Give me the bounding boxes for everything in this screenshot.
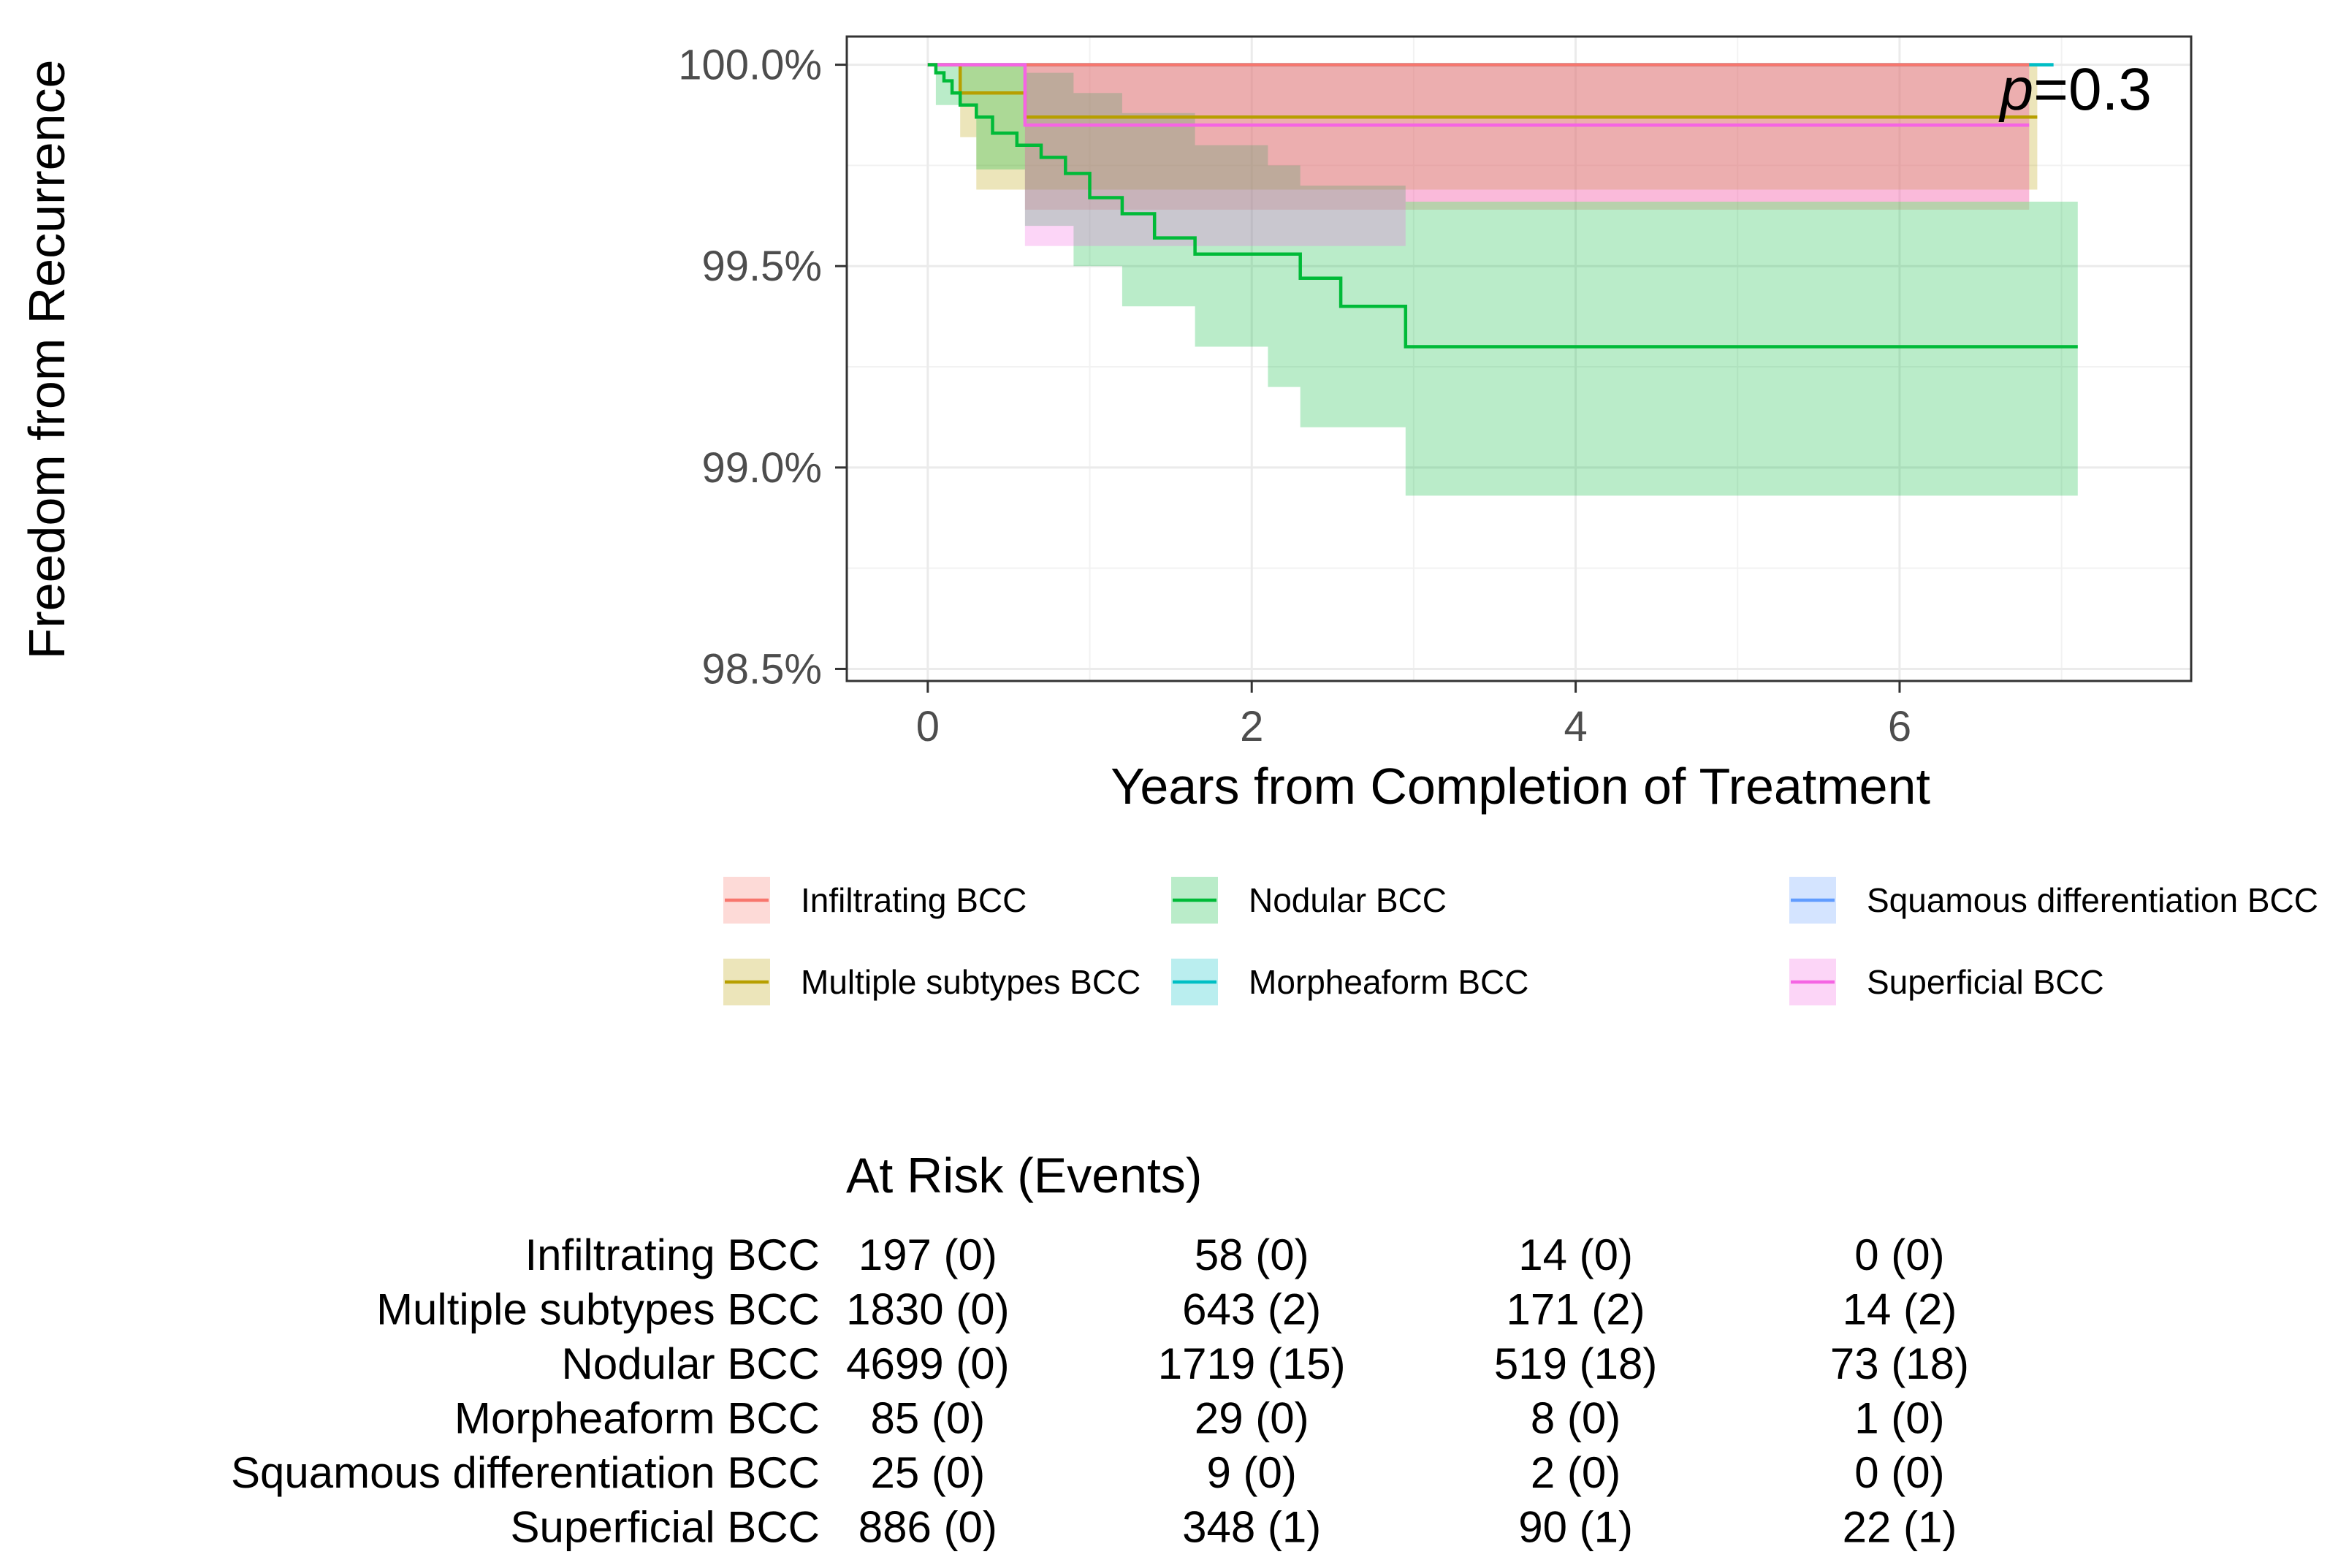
plot-border <box>845 35 2193 682</box>
legend-label-5: Superficial BCC <box>1867 963 2104 1001</box>
x-axis: 0 2 4 6 <box>916 681 1911 750</box>
ci-band-1 <box>960 64 2038 190</box>
risk-table: At Risk (Events) Infiltrating BCC 197 (0)… <box>231 1148 1969 1552</box>
legend-label-4: Squamous differentiation BCC <box>1867 881 2318 919</box>
survival-curve-5 <box>927 63 2030 127</box>
survival-curves <box>927 63 2078 349</box>
legend: Infiltrating BCC Multiple subtypes BCC Nod… <box>723 877 2318 1005</box>
risk-cell: 0 (0) <box>1854 1448 1944 1497</box>
risk-cell: 73 (18) <box>1830 1339 1969 1388</box>
risk-cell: 643 (2) <box>1182 1285 1321 1334</box>
risk-row-label: Multiple subtypes BCC <box>376 1285 820 1334</box>
legend-item-3: Morpheaform BCC <box>1171 959 1528 1005</box>
risk-row-1: Multiple subtypes BCC 1830 (0) 643 (2) 171 … <box>376 1285 1957 1334</box>
p-value-annotation: p=0.3 <box>1998 56 2152 123</box>
legend-label-3: Morpheaform BCC <box>1249 963 1528 1001</box>
ci-band-2 <box>935 64 2078 496</box>
risk-cell: 29 (0) <box>1195 1394 1309 1443</box>
legend-label-0: Infiltrating BCC <box>801 881 1027 919</box>
risk-row-4: Squamous differentiation BCC 25 (0) 9 (0) 2… <box>231 1448 1945 1497</box>
risk-cell: 85 (0) <box>870 1394 985 1443</box>
risk-row-label: Infiltrating BCC <box>525 1230 820 1279</box>
risk-cell: 22 (1) <box>1843 1503 1957 1552</box>
risk-cell: 14 (2) <box>1843 1285 1957 1334</box>
y-tick-label: 98.5% <box>702 645 822 693</box>
confidence-bands <box>935 64 2078 496</box>
y-axis-title: Freedom from Recurrence <box>18 60 75 660</box>
x-tick-label: 6 <box>1888 703 1911 750</box>
risk-cell: 4699 (0) <box>846 1339 1009 1388</box>
risk-cell: 1830 (0) <box>846 1285 1009 1334</box>
legend-item-2: Nodular BCC <box>1171 877 1447 924</box>
risk-row-label: Morpheaform BCC <box>454 1394 820 1443</box>
plot-panel: p=0.3 <box>845 35 2193 682</box>
p-value-text: =0.3 <box>2033 56 2152 123</box>
x-tick-label: 0 <box>916 703 940 750</box>
survival-curve-2 <box>927 63 2078 349</box>
risk-cell: 90 (1) <box>1518 1503 1633 1552</box>
risk-cell: 8 (0) <box>1531 1394 1621 1443</box>
y-axis: 98.5% 99.0% 99.5% 100.0% <box>678 42 847 693</box>
risk-row-3: Morpheaform BCC 85 (0) 29 (0) 8 (0) 1 (0) <box>454 1394 1945 1443</box>
risk-cell: 1719 (15) <box>1158 1339 1346 1388</box>
legend-item-0: Infiltrating BCC <box>723 877 1027 924</box>
risk-row-label: Superficial BCC <box>511 1503 820 1552</box>
ci-band-5 <box>1024 64 2030 246</box>
legend-item-5: Superficial BCC <box>1789 959 2104 1005</box>
x-tick-label: 2 <box>1240 703 1263 750</box>
risk-cell: 2 (0) <box>1531 1448 1621 1497</box>
x-tick-label: 4 <box>1564 703 1587 750</box>
risk-cell: 1 (0) <box>1854 1394 1944 1443</box>
risk-cell: 348 (1) <box>1182 1503 1321 1552</box>
risk-cell: 14 (0) <box>1518 1230 1633 1279</box>
y-tick-label: 99.0% <box>702 444 822 492</box>
risk-cell: 58 (0) <box>1195 1230 1309 1279</box>
ci-band-0 <box>1024 64 2030 210</box>
risk-cell: 886 (0) <box>858 1503 997 1552</box>
legend-label-1: Multiple subtypes BCC <box>801 963 1141 1001</box>
risk-table-title: At Risk (Events) <box>846 1148 1202 1203</box>
risk-row-2: Nodular BCC 4699 (0) 1719 (15) 519 (18) 73 (… <box>562 1339 1969 1388</box>
risk-row-0: Infiltrating BCC 197 (0) 58 (0) 14 (0) 0 (0) <box>525 1230 1945 1279</box>
risk-cell: 171 (2) <box>1507 1285 1645 1334</box>
legend-item-1: Multiple subtypes BCC <box>723 959 1141 1005</box>
y-tick-label: 100.0% <box>678 42 822 89</box>
risk-row-label: Squamous differentiation BCC <box>231 1448 820 1497</box>
risk-cell: 519 (18) <box>1494 1339 1657 1388</box>
legend-label-2: Nodular BCC <box>1249 881 1447 919</box>
plot-background <box>847 37 2191 681</box>
risk-row-label: Nodular BCC <box>562 1339 820 1388</box>
p-value-prefix: p <box>1998 56 2034 123</box>
risk-cell: 9 (0) <box>1207 1448 1297 1497</box>
risk-cell: 0 (0) <box>1854 1230 1944 1279</box>
risk-cell: 25 (0) <box>870 1448 985 1497</box>
risk-row-5: Superficial BCC 886 (0) 348 (1) 90 (1) 22 (1… <box>511 1503 1957 1552</box>
risk-cell: 197 (0) <box>858 1230 997 1279</box>
x-axis-title: Years from Completion of Treatment <box>1111 758 1930 815</box>
y-tick-label: 99.5% <box>702 243 822 290</box>
legend-item-4: Squamous differentiation BCC <box>1789 877 2318 924</box>
